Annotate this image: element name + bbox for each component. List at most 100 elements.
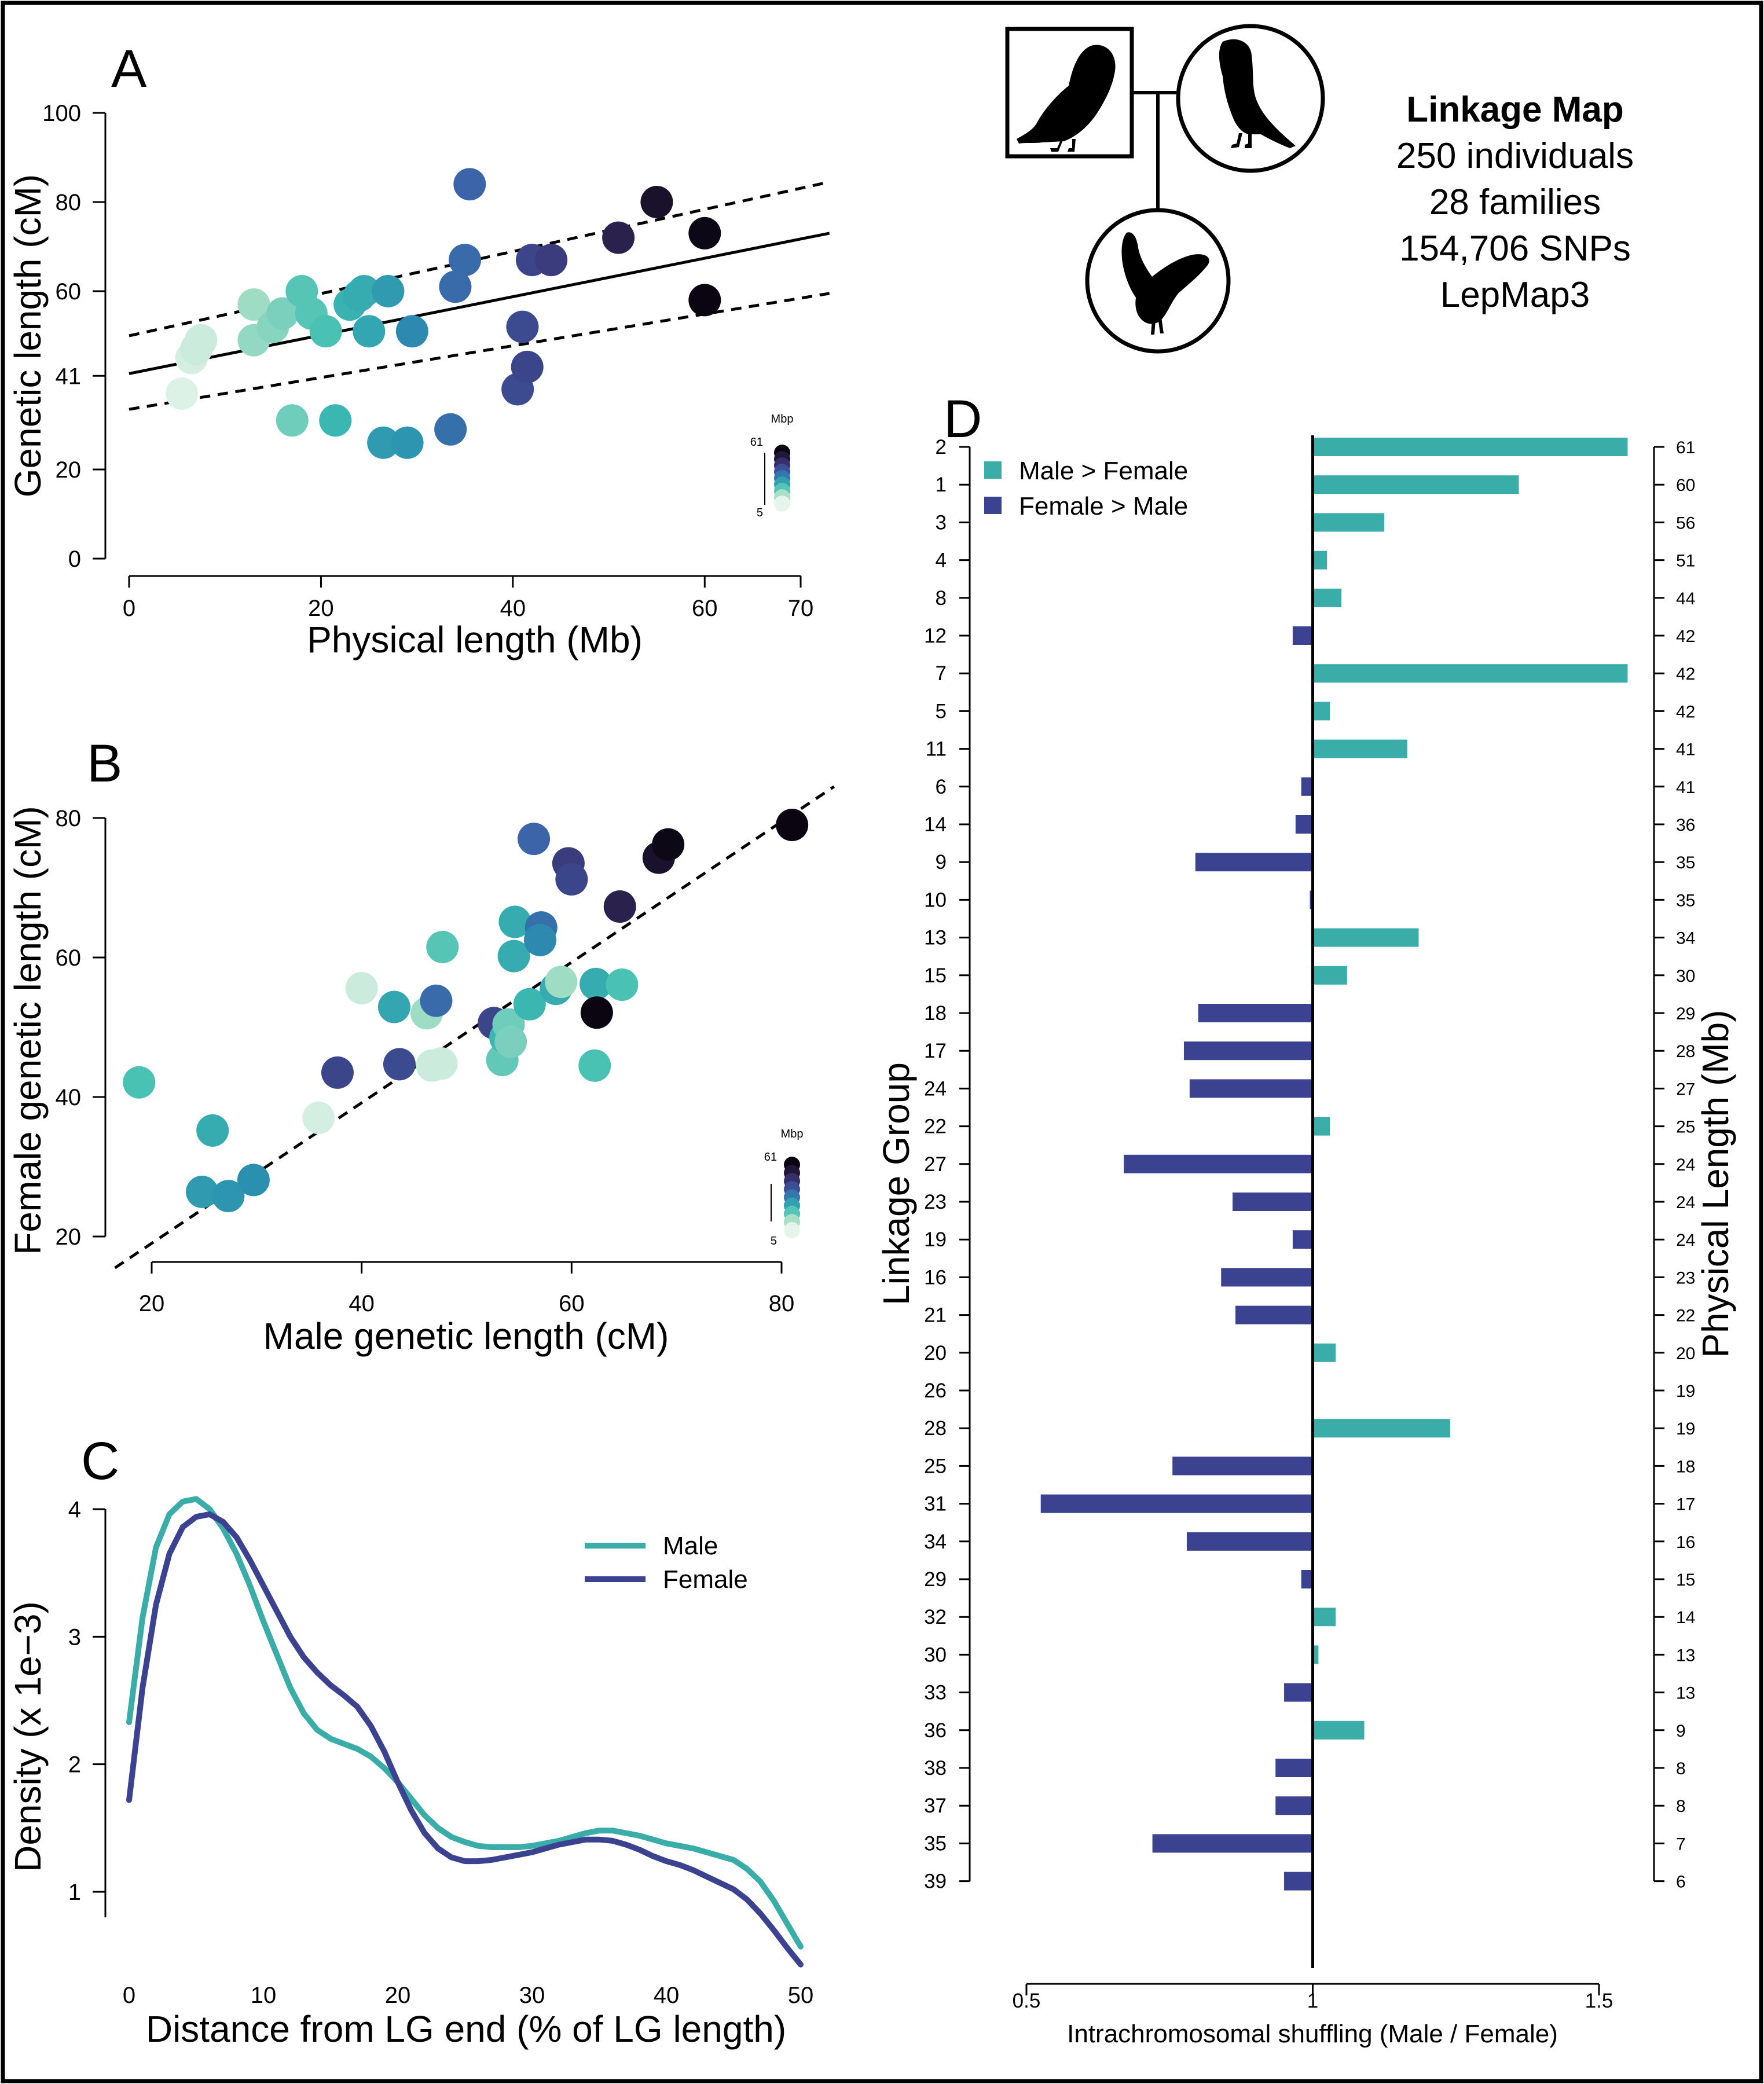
panel-c-x-label: Distance from LG end (% of LG length) xyxy=(146,2008,786,2050)
panel-c-x-tick-label: 30 xyxy=(519,1983,545,2008)
panel-d-legend: Male > Female Female > Male xyxy=(984,457,1188,520)
panel-d-length-label: 34 xyxy=(1676,929,1695,948)
panel-b-point xyxy=(196,1114,229,1147)
panel-b-point xyxy=(498,905,531,938)
panel-d-length-label: 41 xyxy=(1676,778,1695,797)
panel-d-group-label: 26 xyxy=(924,1379,947,1402)
panel-b-y-label: Female genetic length (cM) xyxy=(7,806,49,1254)
panel-d-group-label: 8 xyxy=(936,587,947,610)
panel-a-genetic-vs-physical: A 0 20 41 60 80 100 0 20 40 60 70 Physical length … xyxy=(7,39,830,661)
panel-d-bar-lg30 xyxy=(1312,1645,1319,1664)
panel-d-group-label: 1 xyxy=(936,474,947,496)
panel-d-group-label: 29 xyxy=(924,1568,947,1591)
panel-d-bar-lg8 xyxy=(1312,588,1341,607)
panel-d-length-label: 42 xyxy=(1676,627,1695,646)
panel-a-axes: 0 20 41 60 80 100 0 20 40 60 70 xyxy=(42,101,813,621)
panel-d-group-label: 18 xyxy=(924,1002,947,1025)
panel-a-point xyxy=(372,275,405,307)
panel-d-length-label: 16 xyxy=(1676,1533,1695,1552)
panel-a-x-tick-label: 70 xyxy=(788,596,814,621)
panel-d-group-label: 4 xyxy=(936,549,947,572)
panel-d-bar-lg34 xyxy=(1186,1532,1313,1551)
panel-d-group-label: 10 xyxy=(924,889,947,911)
panel-a-point xyxy=(309,315,342,348)
panel-d-group-label: 5 xyxy=(936,700,947,722)
panel-b-point xyxy=(580,967,613,1000)
panel-d-bar-lg16 xyxy=(1221,1268,1313,1287)
panel-d-bar-lg33 xyxy=(1284,1683,1313,1702)
panel-a-colorbar-dots xyxy=(774,445,790,512)
panel-d-length-label: 22 xyxy=(1676,1307,1695,1326)
panel-d-bar-lg18 xyxy=(1198,1004,1313,1022)
panel-d-left-label: Linkage Group xyxy=(875,1062,917,1305)
panel-d-group-label: 23 xyxy=(924,1191,947,1213)
panel-b-y-tick-label: 80 xyxy=(56,806,82,831)
panel-d-right-label: Physical Length (Mb) xyxy=(1695,1010,1736,1357)
panel-a-colorbar-min: 5 xyxy=(757,507,763,519)
panel-b-point xyxy=(603,890,636,923)
panel-d-group-label: 20 xyxy=(924,1342,947,1364)
panel-b-point xyxy=(518,823,551,856)
panel-d-bar-lg5 xyxy=(1312,702,1330,721)
panel-b-x-tick-label: 20 xyxy=(139,1291,165,1316)
panel-d-length-label: 19 xyxy=(1676,1382,1695,1401)
panel-a-x-tick-label: 40 xyxy=(500,596,526,621)
panel-a-y-tick-label: 60 xyxy=(56,279,82,304)
panel-d-bar-lg3 xyxy=(1312,513,1385,532)
panel-a-point xyxy=(688,217,721,250)
panel-a-x-tick-label: 0 xyxy=(123,596,135,621)
panel-a-point xyxy=(166,377,199,410)
panel-d-group-label: 31 xyxy=(924,1493,947,1516)
panel-a-x-tick-label: 60 xyxy=(692,596,718,621)
panel-d-bar-lg24 xyxy=(1189,1079,1313,1098)
panel-c-y-label: Density (x 1e−3) xyxy=(7,1601,49,1872)
panel-a-y-tick-label: 80 xyxy=(56,190,82,215)
panel-d-bar-lg13 xyxy=(1312,928,1419,947)
colorbar-dot xyxy=(784,1222,800,1238)
panel-d-length-label: 6 xyxy=(1676,1873,1686,1892)
panel-d-length-label: 28 xyxy=(1676,1042,1695,1061)
panel-d-bar-lg4 xyxy=(1312,551,1327,570)
panel-b-point xyxy=(383,1048,416,1081)
panel-a-letter: A xyxy=(111,39,147,98)
panel-d-length-label: 13 xyxy=(1676,1646,1695,1665)
panel-a-point xyxy=(185,324,218,357)
panel-a-points xyxy=(166,168,721,459)
panel-d-group-label: 34 xyxy=(924,1531,947,1553)
panel-a-y-tick-label: 100 xyxy=(42,101,81,126)
panel-d-group-label: 3 xyxy=(936,511,947,534)
panel-b-point xyxy=(494,1025,527,1058)
panel-b-point xyxy=(513,988,546,1021)
panel-b-point xyxy=(420,984,453,1017)
panel-b-letter: B xyxy=(87,734,122,793)
panel-d-group-label: 36 xyxy=(924,1719,947,1742)
panel-d-length-label: 29 xyxy=(1676,1004,1695,1023)
legend-female-label: Female xyxy=(663,1565,748,1594)
panel-d-bar-lg12 xyxy=(1292,626,1313,645)
panel-d-length-label: 20 xyxy=(1676,1344,1695,1363)
panel-d-bars xyxy=(1040,438,1628,1891)
panel-d-length-label: 15 xyxy=(1676,1571,1695,1590)
info-snps: 154,706 SNPs xyxy=(1399,229,1631,269)
panel-a-point xyxy=(391,426,424,459)
panel-d-x-tick-label: 1 xyxy=(1307,1990,1318,2012)
panel-b-x-tick-label: 60 xyxy=(559,1291,585,1316)
panel-b-colorbar: Mbp 61 5 xyxy=(764,1128,804,1248)
panel-a-colorbar-title: Mbp xyxy=(771,413,794,425)
panel-d-length-label: 24 xyxy=(1676,1193,1695,1212)
panel-a-point xyxy=(348,275,380,307)
legend-male-gt-female-swatch xyxy=(984,461,1002,479)
barn-owl-standing-icon xyxy=(1017,45,1116,152)
panel-d-length-label: 8 xyxy=(1676,1797,1686,1816)
panel-a-point xyxy=(453,168,486,201)
panel-a-point xyxy=(395,315,428,348)
panel-d-length-label: 14 xyxy=(1676,1608,1695,1627)
panel-c-curve-female xyxy=(126,1511,804,1968)
panel-d-length-label: 27 xyxy=(1676,1080,1695,1099)
panel-d-length-label: 42 xyxy=(1676,702,1695,721)
panel-a-point xyxy=(434,413,467,446)
panel-b-colorbar-min: 5 xyxy=(771,1235,777,1248)
